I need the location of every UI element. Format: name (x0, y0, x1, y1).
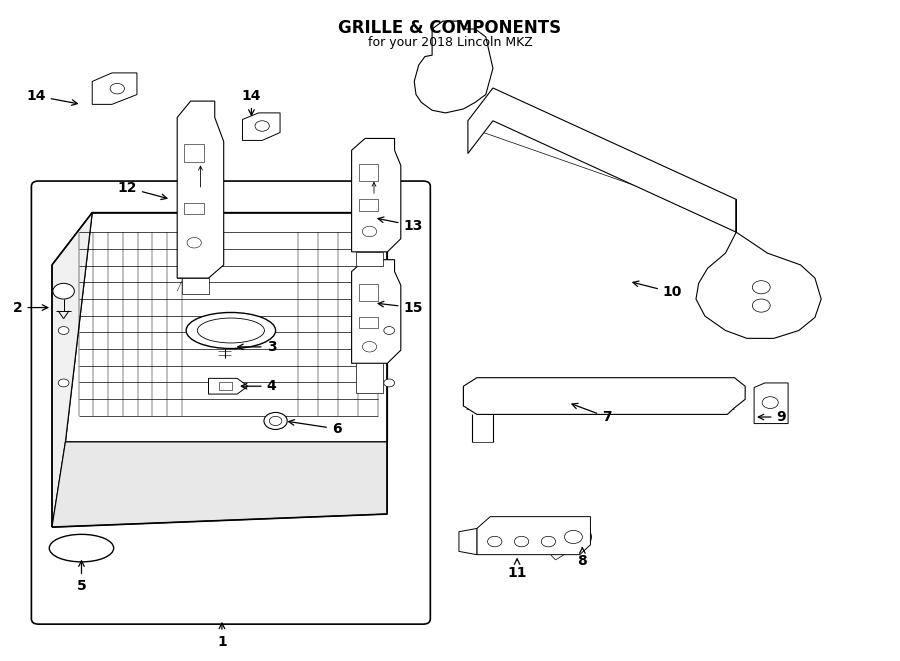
Text: 2: 2 (13, 301, 48, 315)
Circle shape (752, 281, 770, 293)
Circle shape (363, 226, 377, 237)
Circle shape (488, 536, 502, 547)
Text: 12: 12 (117, 180, 166, 200)
Text: 15: 15 (378, 301, 423, 315)
Ellipse shape (50, 534, 113, 562)
Polygon shape (754, 383, 788, 424)
Circle shape (541, 536, 555, 547)
Text: 1: 1 (217, 623, 227, 649)
Polygon shape (352, 260, 400, 364)
Bar (359, 200, 378, 212)
Bar (220, 382, 232, 390)
Bar (356, 364, 382, 393)
Bar (184, 204, 204, 214)
Ellipse shape (197, 318, 265, 343)
Bar (356, 252, 382, 266)
Circle shape (515, 536, 528, 547)
Polygon shape (242, 113, 280, 140)
Circle shape (211, 321, 239, 342)
Polygon shape (477, 517, 590, 555)
Text: 13: 13 (378, 217, 423, 233)
Bar (359, 317, 378, 329)
Circle shape (363, 342, 377, 352)
Polygon shape (414, 21, 493, 113)
Text: 14: 14 (242, 89, 261, 115)
Polygon shape (352, 138, 400, 252)
Text: GRILLE & COMPONENTS: GRILLE & COMPONENTS (338, 19, 562, 37)
Polygon shape (92, 73, 137, 104)
Bar (359, 164, 378, 180)
Circle shape (187, 237, 202, 248)
Circle shape (555, 524, 591, 550)
Polygon shape (459, 528, 477, 555)
Text: 3: 3 (238, 340, 276, 354)
Text: 11: 11 (508, 559, 526, 580)
FancyBboxPatch shape (32, 181, 430, 624)
Circle shape (269, 416, 282, 426)
Polygon shape (52, 213, 92, 527)
Polygon shape (66, 213, 387, 442)
Circle shape (383, 379, 394, 387)
Circle shape (762, 397, 778, 408)
Polygon shape (464, 377, 745, 414)
Circle shape (53, 284, 75, 299)
Circle shape (564, 530, 582, 543)
Bar (359, 284, 378, 301)
Ellipse shape (186, 313, 275, 348)
Polygon shape (468, 88, 736, 232)
Circle shape (110, 83, 124, 94)
Circle shape (383, 327, 394, 334)
Text: 6: 6 (289, 420, 342, 436)
Polygon shape (696, 200, 821, 338)
Text: 9: 9 (759, 410, 786, 424)
Polygon shape (52, 442, 387, 527)
Text: 7: 7 (572, 403, 612, 424)
Circle shape (255, 121, 269, 132)
Text: 10: 10 (633, 281, 682, 299)
Polygon shape (177, 101, 224, 278)
Polygon shape (209, 378, 248, 394)
Circle shape (752, 299, 770, 312)
Circle shape (58, 327, 69, 334)
Text: 8: 8 (578, 548, 588, 568)
Bar (182, 278, 209, 294)
Bar (184, 144, 204, 163)
Text: 14: 14 (26, 89, 77, 105)
Text: 4: 4 (241, 379, 276, 393)
Text: 5: 5 (76, 561, 86, 593)
Text: for your 2018 Lincoln MKZ: for your 2018 Lincoln MKZ (367, 36, 533, 48)
Circle shape (264, 412, 287, 430)
Circle shape (58, 379, 69, 387)
